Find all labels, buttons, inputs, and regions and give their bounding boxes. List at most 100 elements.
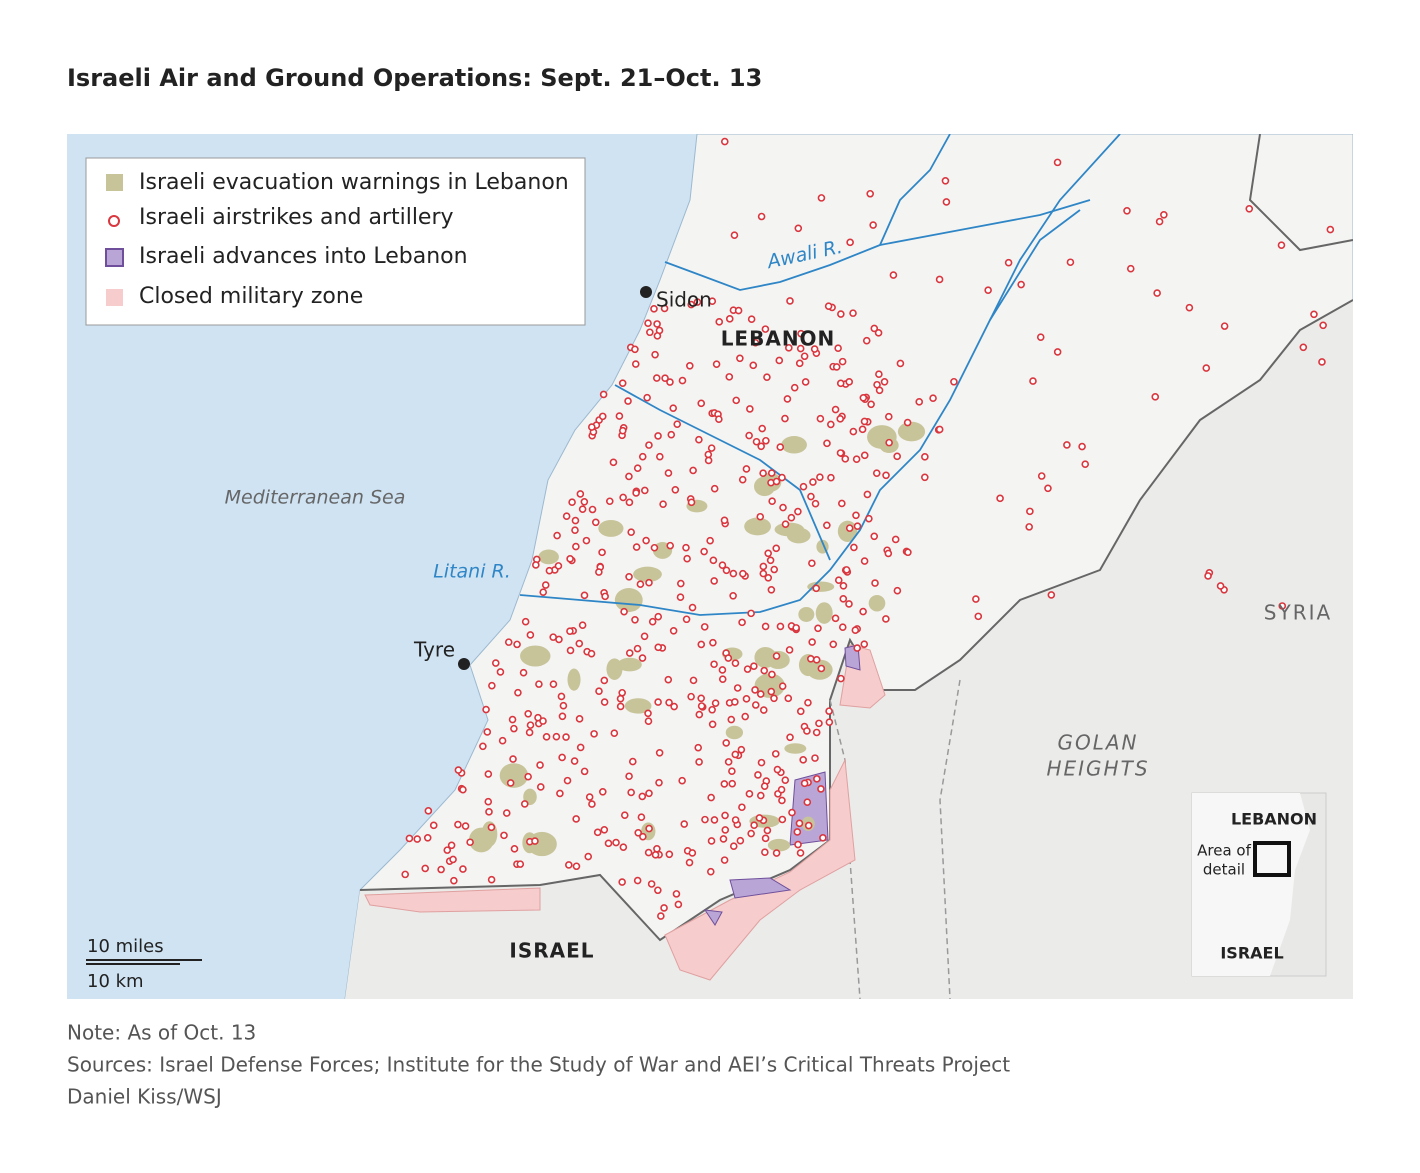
strike-marker xyxy=(816,473,824,481)
strike-marker xyxy=(585,793,594,801)
strike-marker xyxy=(688,849,697,857)
strike-marker xyxy=(571,526,579,535)
evacuation-area xyxy=(767,838,791,852)
evacuation-area xyxy=(868,594,886,612)
strike-marker xyxy=(620,607,628,616)
strike-marker xyxy=(839,581,848,590)
strike-marker xyxy=(673,420,682,428)
strike-marker xyxy=(645,789,653,798)
strike-marker xyxy=(429,821,438,830)
evacuation-area xyxy=(624,698,652,714)
inset-box xyxy=(1253,841,1291,877)
strike-marker xyxy=(772,849,781,857)
strike-marker xyxy=(834,344,842,352)
strike-marker xyxy=(747,609,755,618)
strike-marker xyxy=(704,450,713,459)
strike-marker xyxy=(794,224,803,233)
strike-marker xyxy=(654,643,663,652)
evacuation-area xyxy=(798,606,815,622)
strike-marker xyxy=(631,345,639,354)
strike-marker xyxy=(643,393,651,402)
closed-zones xyxy=(364,644,886,981)
legend-box xyxy=(85,157,586,326)
strike-marker xyxy=(996,494,1004,503)
strike-marker xyxy=(587,423,596,431)
legend-swatch xyxy=(105,248,124,267)
strike-marker xyxy=(758,424,767,433)
strike-marker xyxy=(704,456,713,465)
strike-marker xyxy=(771,750,780,758)
strike-marker xyxy=(749,361,758,370)
strike-marker xyxy=(750,821,758,830)
strike-marker xyxy=(642,536,650,545)
strike-marker xyxy=(751,338,760,347)
strike-marker xyxy=(1318,358,1326,366)
strike-marker xyxy=(1185,303,1194,312)
strike-marker xyxy=(1029,377,1037,385)
strike-marker xyxy=(1202,364,1211,372)
title: Israeli Air and Ground Operations: Sept.… xyxy=(67,64,762,92)
strike-marker xyxy=(800,352,809,361)
strike-marker xyxy=(787,513,796,522)
strike-marker xyxy=(742,695,751,703)
strike-marker xyxy=(715,318,724,326)
scale-label: 10 miles xyxy=(87,936,164,957)
evacuation-area xyxy=(744,517,771,536)
strike-marker xyxy=(786,733,794,742)
strike-marker xyxy=(618,379,627,387)
strike-marker xyxy=(759,562,768,571)
strike-marker xyxy=(935,275,944,284)
strike-marker xyxy=(526,631,535,639)
strike-marker xyxy=(737,745,746,754)
strike-marker xyxy=(496,668,505,676)
strike-marker xyxy=(590,730,598,738)
strike-marker xyxy=(838,499,846,508)
strike-marker xyxy=(557,692,566,701)
strike-marker xyxy=(921,453,929,461)
strike-marker xyxy=(413,835,422,843)
strike-marker xyxy=(624,397,632,405)
strike-marker xyxy=(816,414,825,423)
strike-marker xyxy=(566,555,574,563)
strike-marker xyxy=(582,536,591,545)
strike-marker xyxy=(817,664,826,673)
strike-marker xyxy=(709,556,718,565)
evacuation-area xyxy=(815,602,833,624)
strike-marker xyxy=(576,490,585,498)
strike-marker xyxy=(694,743,703,752)
strike-marker xyxy=(709,638,717,647)
strike-marker xyxy=(756,512,765,521)
strike-marker xyxy=(559,701,568,710)
strike-marker xyxy=(763,373,771,381)
strike-marker xyxy=(893,452,901,461)
evacuation-area xyxy=(614,588,643,613)
strike-marker xyxy=(509,755,517,763)
strike-marker xyxy=(553,531,561,540)
country-label: ISRAEL xyxy=(509,939,594,963)
strike-marker xyxy=(619,493,627,502)
strike-marker xyxy=(568,498,576,507)
strike-marker xyxy=(618,878,626,886)
strike-marker xyxy=(487,875,496,884)
strike-marker xyxy=(806,654,815,663)
strike-marker xyxy=(656,452,664,461)
map: Sidon LEBANON Awali R. Mediterranean Sea… xyxy=(67,134,1353,999)
strike-marker xyxy=(575,639,584,648)
strike-marker xyxy=(1026,507,1034,516)
strike-marker xyxy=(646,328,654,337)
river-label: Litani R. xyxy=(433,561,511,583)
strike-marker xyxy=(757,442,765,451)
strike-marker xyxy=(616,694,625,703)
strike-marker xyxy=(921,473,929,482)
strike-marker xyxy=(865,514,873,523)
strike-marker xyxy=(423,833,432,842)
evacuation-area xyxy=(897,421,926,442)
strike-marker xyxy=(825,718,834,726)
strike-marker xyxy=(686,361,694,370)
strike-marker xyxy=(487,823,496,832)
strike-marker xyxy=(706,867,715,876)
strike-marker xyxy=(595,687,603,695)
evacuation-area xyxy=(766,650,790,670)
strike-marker xyxy=(484,797,493,806)
